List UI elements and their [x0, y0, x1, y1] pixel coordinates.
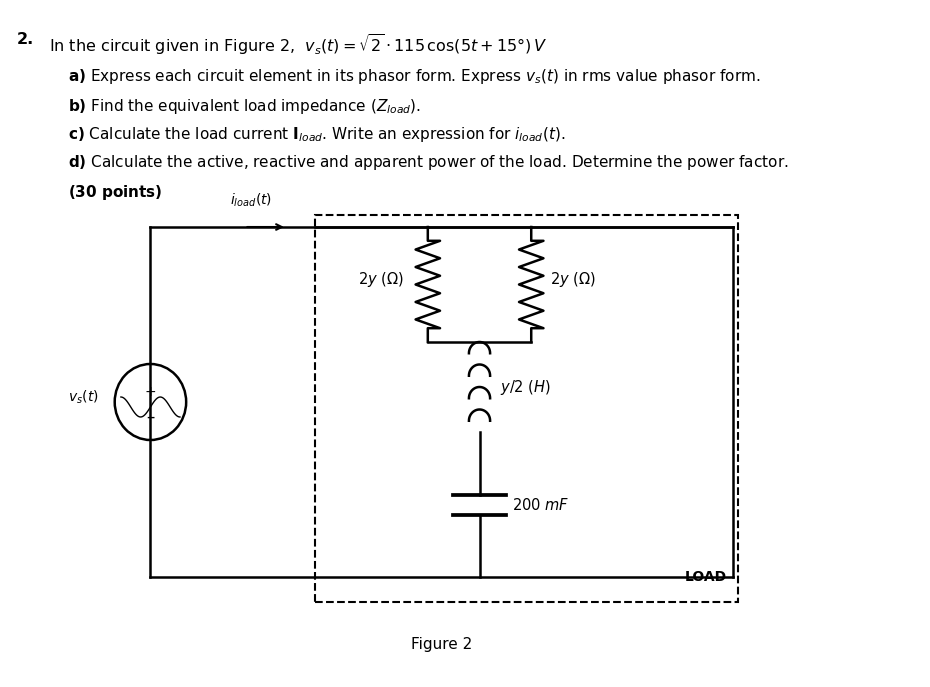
Text: 2.: 2. — [17, 32, 34, 47]
Text: $i_{load}(t)$: $i_{load}(t)$ — [231, 192, 272, 209]
Text: $2y\ (\Omega)$: $2y\ (\Omega)$ — [358, 270, 405, 289]
Text: Figure 2: Figure 2 — [411, 637, 472, 652]
Text: $\bf{d)}$ Calculate the active, reactive and apparent power of the load. Determi: $\bf{d)}$ Calculate the active, reactive… — [68, 153, 789, 172]
Text: $\bf{(30\ points)}$: $\bf{(30\ points)}$ — [68, 183, 163, 202]
Text: $y/2\ (H)$: $y/2\ (H)$ — [500, 377, 551, 396]
Text: +: + — [145, 385, 156, 399]
Text: –: – — [146, 408, 154, 426]
Text: $v_s(t)$: $v_s(t)$ — [68, 388, 99, 406]
Text: $2y\ (\Omega)$: $2y\ (\Omega)$ — [550, 270, 596, 289]
Text: $200\ mF$: $200\ mF$ — [512, 497, 570, 513]
Text: In the circuit given in Figure 2,  $v_s(t) = \sqrt{2}\cdot115\,\cos(5t+15°)\,V$: In the circuit given in Figure 2, $v_s(t… — [49, 32, 547, 57]
Text: LOAD: LOAD — [684, 570, 727, 584]
Text: $\bf{b)}$ Find the equivalent load impedance ($Z_{load}$).: $\bf{b)}$ Find the equivalent load imped… — [68, 97, 420, 116]
Text: $\bf{a)}$ Express each circuit element in its phasor form. Express $v_s(t)$ in r: $\bf{a)}$ Express each circuit element i… — [68, 67, 760, 86]
Text: $\bf{c)}$ Calculate the load current $\mathbf{I}_{load}$. Write an expression fo: $\bf{c)}$ Calculate the load current $\m… — [68, 125, 565, 144]
